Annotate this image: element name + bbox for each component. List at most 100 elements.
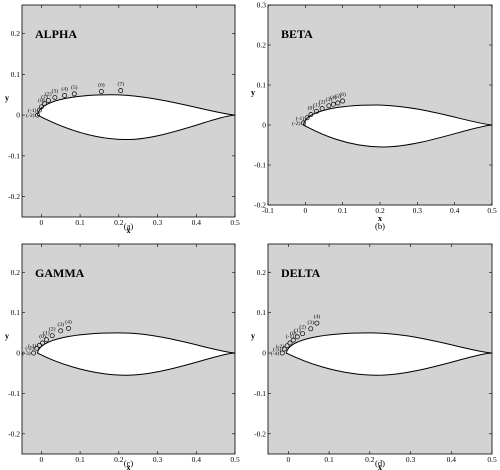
point-label: (5)	[335, 93, 342, 100]
x-tick-label: 0	[303, 206, 307, 215]
y-tick-label: 0.3	[257, 1, 267, 10]
y-tick-label: 0.2	[257, 41, 267, 50]
data-point	[45, 97, 51, 103]
y-tick-label: -0.2	[254, 429, 266, 438]
point-label: (-3)	[273, 346, 282, 353]
data-point	[42, 101, 47, 107]
data-point	[31, 350, 37, 356]
point-label: (6)	[339, 91, 346, 98]
x-tick-label: 0.3	[406, 455, 416, 464]
x-tick-label: 0	[39, 455, 43, 464]
point-label: (1)	[41, 94, 48, 101]
x-tick-label: 0.5	[487, 455, 497, 464]
x-tick-label: 0.3	[153, 218, 163, 227]
point-label: (-2)	[276, 343, 285, 350]
data-point	[118, 88, 124, 94]
data-point	[308, 112, 314, 118]
x-tick-label: 0.1	[324, 455, 334, 464]
x-tick-label: 0.5	[230, 455, 240, 464]
point-label: (-1)	[296, 115, 305, 122]
panel-caption: (d)	[375, 458, 385, 468]
point-label: (-1)	[28, 107, 37, 114]
point-label: (-1)	[28, 342, 37, 349]
data-point	[52, 95, 58, 100]
point-label: (2)	[49, 326, 56, 333]
point-label: (3)	[52, 88, 59, 95]
point-label: (2)	[45, 90, 52, 97]
data-point	[49, 333, 55, 339]
y-tick-label: 0.1	[11, 308, 21, 317]
data-point	[314, 108, 319, 114]
point-label: (0)	[39, 333, 46, 340]
data-point	[279, 350, 285, 356]
data-point	[300, 331, 306, 337]
chart-title: GAMMA	[35, 266, 85, 280]
y-axis-label: y	[251, 88, 255, 97]
y-tick-label: -0.1	[254, 161, 266, 170]
chart-panel-1: BETA-0.1 0 0.1 0.2 0.3 0.4 0.5-0.2-0.100.10.20…	[251, 1, 497, 232]
x-tick-label: -0.1	[262, 206, 274, 215]
point-label: (0)	[308, 105, 315, 112]
x-tick-label: 0.2	[114, 218, 124, 227]
point-label: (3)	[57, 321, 64, 328]
data-point	[34, 345, 40, 351]
x-tick-label: 0	[39, 218, 43, 227]
y-tick-label: 0.1	[257, 81, 267, 90]
y-axis-label: y	[251, 332, 255, 341]
point-label: (4)	[61, 86, 68, 93]
point-label: (1)	[294, 327, 301, 334]
point-label: (-4)	[271, 350, 280, 357]
point-label: (-2)	[292, 120, 301, 127]
y-tick-label: 0.1	[11, 70, 21, 79]
y-tick-label: 0.2	[11, 29, 21, 38]
x-axis-label: x	[378, 214, 382, 223]
point-label: (6)	[98, 81, 105, 88]
point-label: (1)	[313, 101, 320, 108]
data-point	[98, 88, 104, 94]
data-point	[281, 346, 287, 352]
point-label: (5)	[71, 84, 78, 91]
x-tick-label: 0.2	[114, 455, 124, 464]
data-point	[294, 334, 300, 340]
x-tick-label: 0.2	[365, 455, 375, 464]
point-label: (-3)	[22, 350, 31, 357]
y-tick-label: -0.2	[254, 201, 266, 210]
point-label: (1)	[43, 330, 50, 337]
x-axis-label: x	[127, 463, 131, 470]
point-label: (2)	[319, 99, 326, 106]
panel-caption: (c)	[124, 458, 134, 468]
x-tick-label: 0.4	[450, 206, 460, 215]
point-label: (4)	[65, 318, 72, 325]
panel-caption: (a)	[124, 221, 134, 231]
chart-title: BETA	[281, 27, 313, 41]
point-label: (0)	[38, 97, 45, 104]
data-point	[40, 340, 45, 346]
x-tick-label: 0.2	[375, 206, 385, 215]
point-label: (4)	[330, 94, 337, 101]
data-point	[66, 325, 71, 331]
data-point	[284, 343, 290, 349]
y-tick-label: 0	[262, 349, 266, 358]
y-tick-label: 0	[262, 121, 266, 130]
point-label: (-2)	[25, 345, 34, 352]
x-tick-label: 0.5	[230, 218, 240, 227]
point-label: (3)	[326, 96, 333, 103]
data-point	[62, 93, 68, 98]
y-tick-label: 0.1	[257, 308, 267, 317]
chart-title: ALPHA	[35, 27, 77, 41]
data-point	[35, 112, 40, 118]
chart-title: DELTA	[281, 266, 321, 280]
y-tick-label: 0	[16, 349, 20, 358]
x-tick-label: 0.4	[447, 455, 457, 464]
y-tick-label: -0.2	[8, 192, 20, 201]
point-label: (7)	[117, 81, 124, 88]
point-label: (-1)	[286, 333, 295, 340]
data-point	[287, 340, 293, 346]
point-label: (0)	[290, 330, 297, 337]
x-axis-label: x	[378, 463, 382, 470]
data-point	[314, 320, 320, 326]
x-axis-label: x	[127, 226, 131, 235]
x-tick-label: 0.1	[75, 218, 85, 227]
